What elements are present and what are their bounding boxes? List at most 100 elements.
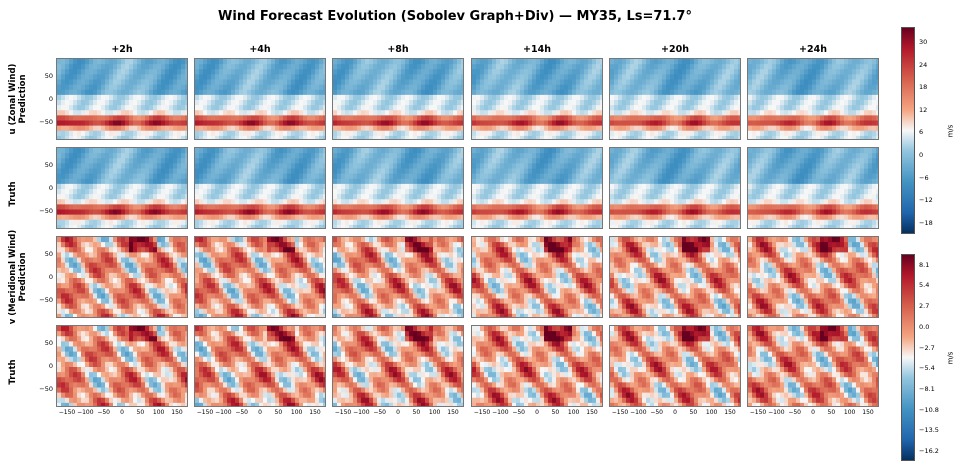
heatmap-cell [235, 219, 240, 226]
heatmap-cell [195, 173, 200, 180]
heatmap-cell [315, 84, 320, 91]
heatmap-cell [461, 135, 463, 139]
heatmap-cell [630, 79, 635, 86]
heatmap-cell [776, 120, 781, 127]
heatmap-cell [203, 178, 208, 185]
heatmap-cell [161, 110, 166, 116]
heatmap-cell [345, 74, 350, 81]
heatmap-cell [263, 100, 268, 106]
heatmap-cell [251, 224, 256, 228]
heatmap-cell [738, 64, 740, 70]
heatmap-cell [596, 173, 601, 180]
heatmap-cell [153, 148, 158, 154]
heatmap-cell [764, 115, 769, 122]
heatmap-cell [235, 79, 240, 86]
heatmap-cell [508, 153, 513, 159]
heatmap-cell [393, 163, 398, 170]
heatmap-cell [437, 219, 442, 226]
heatmap-cell [251, 74, 256, 81]
heatmap-cell [231, 173, 236, 180]
heatmap-cell [756, 84, 761, 91]
heatmap-cell [117, 158, 122, 164]
heatmap-cell [524, 120, 529, 127]
heatmap-cell [480, 148, 485, 154]
heatmap-cell [844, 115, 849, 122]
heatmap-cell [768, 74, 773, 81]
heatmap-cell [61, 74, 66, 81]
heatmap-cell [161, 79, 166, 86]
heatmap-cell [219, 69, 224, 75]
heatmap-cell [868, 59, 873, 65]
heatmap-cell [449, 189, 454, 195]
heatmap-cell [441, 79, 446, 86]
heatmap-cell [476, 125, 481, 132]
heatmap-cell [516, 84, 521, 91]
heatmap-cell [279, 110, 284, 116]
heatmap-cell [401, 94, 406, 101]
heatmap-cell [73, 125, 78, 132]
heatmap-cell [77, 135, 82, 139]
heatmap-cell [61, 130, 66, 137]
heatmap-cell [291, 130, 296, 137]
heatmap-cell [353, 125, 358, 132]
heatmap-cell [157, 209, 162, 216]
heatmap-cell [263, 199, 268, 205]
heatmap-cell [409, 79, 414, 86]
heatmap-cell [345, 219, 350, 226]
heatmap-cell [307, 115, 312, 122]
heatmap-cell [199, 183, 204, 190]
heatmap-cell [153, 163, 158, 170]
heatmap-cell [397, 79, 402, 86]
heatmap-cell [255, 209, 260, 216]
heatmap-cell [69, 224, 74, 228]
heatmap-cell [536, 130, 541, 137]
heatmap-cell [243, 168, 248, 175]
heatmap-cell [461, 173, 463, 180]
heatmap-cell [283, 168, 288, 175]
heatmap-cell [137, 209, 142, 216]
heatmap-cell [361, 135, 366, 139]
heatmap-cell [319, 199, 324, 205]
heatmap-cell [824, 94, 829, 101]
heatmap-cell [694, 100, 699, 106]
heatmap-cell [299, 64, 304, 70]
heatmap-cell [796, 94, 801, 101]
heatmap-cell [203, 224, 208, 228]
heatmap-cell [291, 224, 296, 228]
heatmap-cell [239, 194, 244, 200]
heatmap-cell [255, 194, 260, 200]
heatmap-cell [556, 94, 561, 101]
heatmap-cell [61, 148, 66, 154]
heatmap-cell [169, 84, 174, 91]
heatmap-cell [496, 158, 501, 164]
heatmap-cell [377, 74, 382, 81]
heatmap-cell [157, 79, 162, 86]
heatmap-cell [365, 158, 370, 164]
heatmap-cell [203, 100, 208, 106]
heatmap-cell [393, 74, 398, 81]
heatmap-cell [173, 153, 178, 159]
heatmap-cell [748, 94, 753, 101]
heatmap-cell [552, 173, 557, 180]
heatmap-cell [291, 199, 296, 205]
heatmap-cell [353, 214, 358, 221]
heatmap-cell [169, 158, 174, 164]
heatmap-cell [584, 69, 589, 75]
heatmap-cell [365, 94, 370, 101]
heatmap-cell [185, 69, 187, 75]
heatmap-cell [488, 74, 493, 81]
heatmap-cell [69, 178, 74, 185]
heatmap-cell [57, 148, 62, 154]
heatmap-cell [73, 219, 78, 226]
heatmap-cell [211, 209, 216, 216]
heatmap-cell [117, 120, 122, 127]
heatmap-cell [125, 189, 130, 195]
heatmap-cell [872, 74, 877, 81]
heatmap-cell [788, 64, 793, 70]
heatmap-cell [385, 153, 390, 159]
heatmap-cell [433, 59, 438, 65]
heatmap-cell [556, 153, 561, 159]
heatmap-cell [235, 194, 240, 200]
heatmap-cell [195, 89, 200, 96]
heatmap-cell [788, 115, 793, 122]
